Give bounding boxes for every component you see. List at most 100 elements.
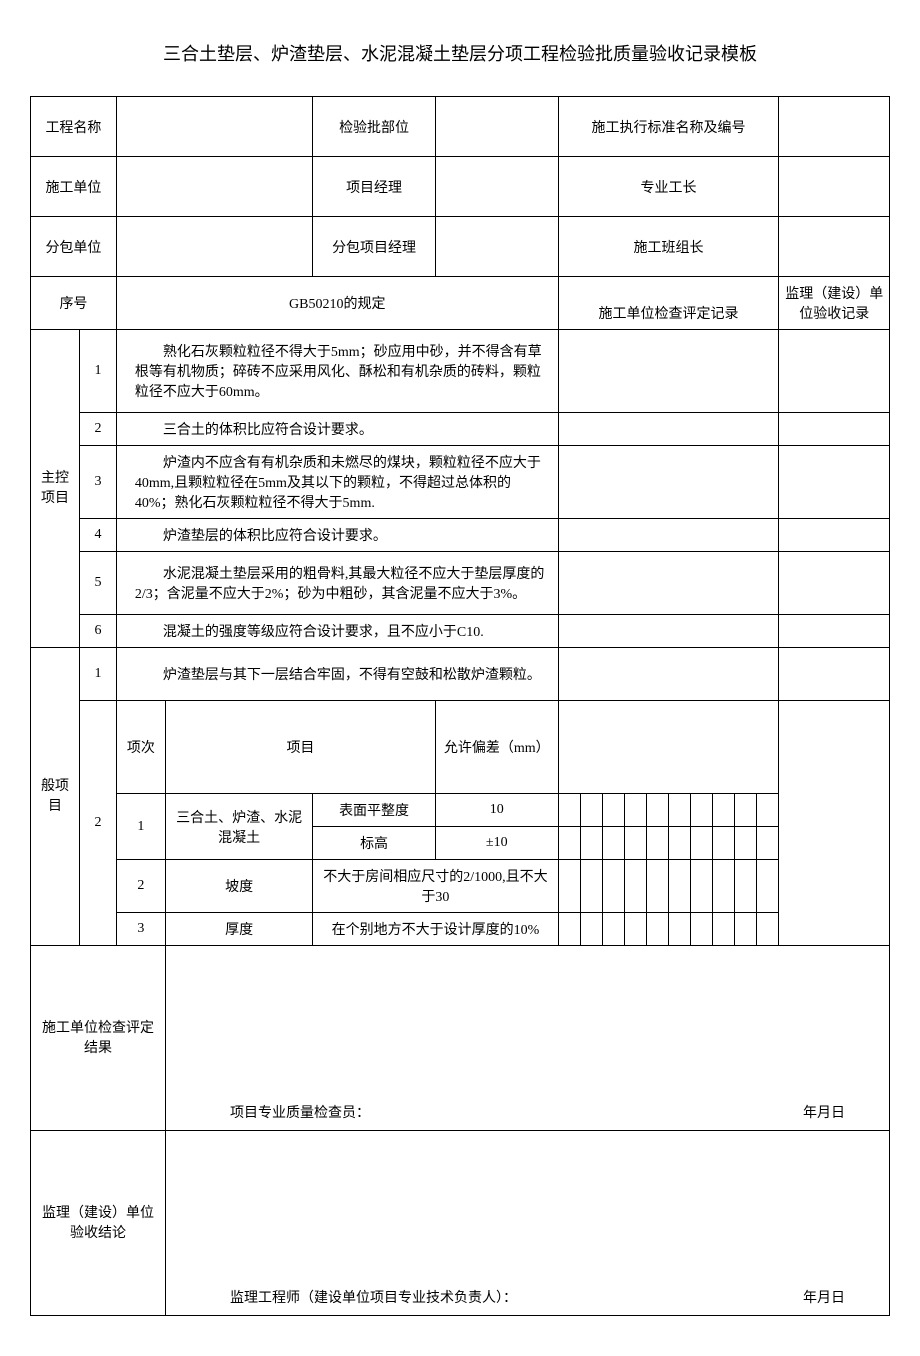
label-construct-unit: 施工单位 (31, 157, 117, 217)
sub-no-1: 1 (116, 794, 165, 860)
mc-no-4: 4 (80, 519, 117, 552)
field-pm[interactable] (435, 157, 558, 217)
field-construct-unit[interactable] (116, 157, 312, 217)
cell[interactable] (624, 860, 646, 913)
cell[interactable] (757, 794, 779, 827)
cell[interactable] (735, 827, 757, 860)
cell[interactable] (624, 794, 646, 827)
cell[interactable] (580, 794, 602, 827)
mc-accept-3[interactable] (779, 446, 890, 519)
page-title: 三合土垫层、炉渣垫层、水泥混凝土垫层分项工程检验批质量验收记录模板 (30, 40, 890, 66)
mc-no-5: 5 (80, 552, 117, 615)
supervise-date-label: 年月日 (803, 1287, 845, 1307)
mc-record-3[interactable] (558, 446, 779, 519)
sub-item-3: 厚度 (165, 913, 312, 946)
cell[interactable] (735, 860, 757, 913)
cell[interactable] (580, 913, 602, 946)
cell[interactable] (646, 794, 668, 827)
gen-accept-2[interactable] (779, 701, 890, 946)
field-team-leader[interactable] (779, 217, 890, 277)
cell[interactable] (691, 913, 713, 946)
cell[interactable] (558, 860, 580, 913)
cell[interactable] (580, 827, 602, 860)
label-pm: 项目经理 (313, 157, 436, 217)
label-inspection-part: 检验批部位 (313, 97, 436, 157)
label-supervise-result: 监理（建设）单位验收结论 (31, 1131, 166, 1316)
cell[interactable] (735, 913, 757, 946)
cell[interactable] (757, 860, 779, 913)
mc-no-3: 3 (80, 446, 117, 519)
field-subcontract[interactable] (116, 217, 312, 277)
label-project-name: 工程名称 (31, 97, 117, 157)
cell[interactable] (757, 913, 779, 946)
cell[interactable] (669, 913, 691, 946)
sub-tol-2: 不大于房间相应尺寸的2/1000,且不大于30 (313, 860, 558, 913)
field-standard[interactable] (779, 97, 890, 157)
mc-record-1[interactable] (558, 330, 779, 413)
mc-text-6: 混凝土的强度等级应符合设计要求，且不应小于C10. (116, 615, 558, 648)
field-foreman[interactable] (779, 157, 890, 217)
cell[interactable] (691, 827, 713, 860)
field-sub-pm[interactable] (435, 217, 558, 277)
label-standard: 施工执行标准名称及编号 (558, 97, 779, 157)
cell[interactable] (713, 827, 735, 860)
cell[interactable] (624, 827, 646, 860)
cell[interactable] (646, 860, 668, 913)
mc-accept-1[interactable] (779, 330, 890, 413)
cell[interactable] (602, 794, 624, 827)
construct-sig-label: 项目专业质量检查员： (230, 1102, 370, 1122)
field-project-name[interactable] (116, 97, 312, 157)
label-sub-pm: 分包项目经理 (313, 217, 436, 277)
cell[interactable] (558, 827, 580, 860)
cell[interactable] (669, 827, 691, 860)
mc-text-3: 炉渣内不应含有有机杂质和未燃尽的煤块，颗粒粒径不应大于40mm,且颗粒粒径在5m… (116, 446, 558, 519)
gen-text-1: 炉渣垫层与其下一层结合牢固，不得有空鼓和松散炉渣颗粒。 (116, 648, 558, 701)
gen-record-1[interactable] (558, 648, 779, 701)
mc-accept-2[interactable] (779, 413, 890, 446)
cell[interactable] (646, 913, 668, 946)
label-team-leader: 施工班组长 (558, 217, 779, 277)
gen-accept-1[interactable] (779, 648, 890, 701)
cell[interactable] (713, 913, 735, 946)
field-inspection-part[interactable] (435, 97, 558, 157)
mc-text-2: 三合土的体积比应符合设计要求。 (116, 413, 558, 446)
cell[interactable] (558, 913, 580, 946)
cell[interactable] (646, 827, 668, 860)
cell[interactable] (713, 794, 735, 827)
cell[interactable] (558, 794, 580, 827)
cell[interactable] (691, 794, 713, 827)
cell[interactable] (602, 913, 624, 946)
cell[interactable] (669, 794, 691, 827)
mc-accept-6[interactable] (779, 615, 890, 648)
cell[interactable] (602, 827, 624, 860)
cell[interactable] (602, 860, 624, 913)
sub-no-2: 2 (116, 860, 165, 913)
field-supervise-result[interactable]: 监理工程师（建设单位项目专业技术负责人）： 年月日 (165, 1131, 889, 1316)
sub-item-1: 三合土、炉渣、水泥混凝土 (165, 794, 312, 860)
cell[interactable] (669, 860, 691, 913)
mc-record-4[interactable] (558, 519, 779, 552)
gen-no-2: 2 (80, 701, 117, 946)
label-main-control: 主控项目 (31, 330, 80, 648)
sub-1-name-b: 标高 (313, 827, 436, 860)
mc-accept-4[interactable] (779, 519, 890, 552)
label-supervise-record: 监理（建设）单位验收记录 (779, 277, 890, 330)
mc-record-2[interactable] (558, 413, 779, 446)
sub-1-tol-a: 10 (435, 794, 558, 827)
sub-record-header[interactable] (558, 701, 779, 794)
cell[interactable] (580, 860, 602, 913)
sub-xiangci-label: 项次 (116, 701, 165, 794)
mc-no-1: 1 (80, 330, 117, 413)
field-construct-result[interactable]: 项目专业质量检查员： 年月日 (165, 946, 889, 1131)
cell[interactable] (757, 827, 779, 860)
mc-text-1: 熟化石灰颗粒粒径不得大于5mm；砂应用中砂，并不得含有草根等有机物质；碎砖不应采… (116, 330, 558, 413)
mc-record-5[interactable] (558, 552, 779, 615)
cell[interactable] (691, 860, 713, 913)
label-seq: 序号 (31, 277, 117, 330)
gen-no-1: 1 (80, 648, 117, 701)
cell[interactable] (713, 860, 735, 913)
cell[interactable] (735, 794, 757, 827)
mc-record-6[interactable] (558, 615, 779, 648)
cell[interactable] (624, 913, 646, 946)
mc-accept-5[interactable] (779, 552, 890, 615)
